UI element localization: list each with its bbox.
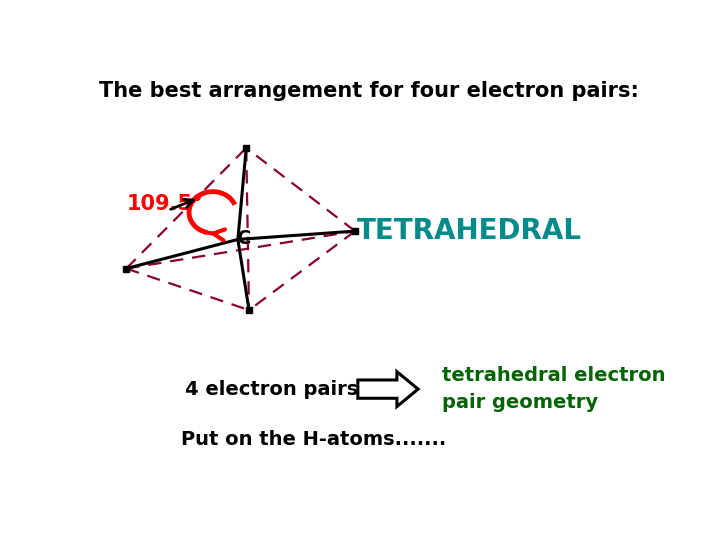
- Text: 109.5°: 109.5°: [126, 194, 203, 214]
- Text: Put on the H-atoms.......: Put on the H-atoms.......: [181, 429, 446, 449]
- Polygon shape: [358, 372, 418, 407]
- Text: The best arrangement for four electron pairs:: The best arrangement for four electron p…: [99, 82, 639, 102]
- Text: TETRAHEDRAL: TETRAHEDRAL: [357, 217, 582, 245]
- Text: C: C: [238, 228, 252, 248]
- Text: tetrahedral electron
pair geometry: tetrahedral electron pair geometry: [441, 366, 665, 412]
- Text: 4 electron pairs: 4 electron pairs: [185, 380, 358, 399]
